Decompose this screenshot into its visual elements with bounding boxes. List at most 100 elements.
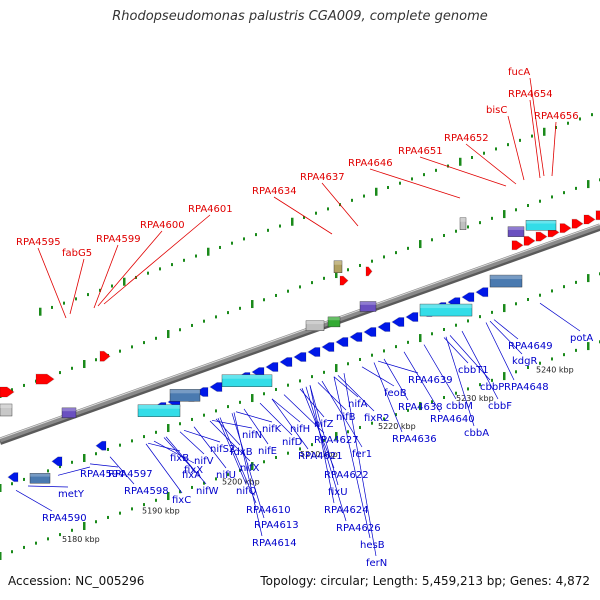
lower-leader	[445, 336, 475, 427]
cyan-block	[525, 220, 557, 231]
tick-mark	[0, 484, 2, 492]
upper-leader	[37, 247, 67, 319]
reverse-gene	[307, 347, 321, 358]
tick-mark	[167, 424, 170, 433]
tick-mark	[347, 430, 349, 434]
tick-mark	[99, 288, 101, 292]
scale-label: 5240 kbp	[536, 366, 574, 375]
tick-mark	[543, 127, 546, 136]
reverse-gene	[321, 342, 335, 353]
tick-mark	[155, 498, 157, 502]
tick-mark	[95, 358, 97, 362]
tick-mark	[467, 387, 469, 391]
tick-mark	[443, 327, 445, 331]
tick-mark	[219, 245, 221, 249]
tick-mark	[311, 281, 313, 285]
steel-block	[169, 389, 201, 402]
tick-mark	[23, 545, 25, 549]
tick-mark	[71, 528, 73, 532]
tick-mark	[323, 276, 325, 280]
tick-mark	[263, 460, 265, 464]
forward-gene	[559, 223, 572, 234]
cyan-block	[221, 374, 273, 387]
tick-mark	[515, 370, 517, 374]
upper-gene-label: fabG5	[62, 248, 92, 259]
lower-gene-label: RPA4624	[324, 505, 369, 516]
steel-block	[489, 274, 523, 288]
tick-mark	[179, 328, 181, 332]
lower-leader	[211, 419, 253, 429]
tick-mark	[567, 121, 569, 125]
tick-mark	[159, 267, 161, 271]
lower-gene-label: RPA4627	[314, 435, 359, 446]
tick-mark	[491, 378, 493, 382]
tick-mark	[563, 191, 565, 195]
forward-gene	[523, 235, 536, 246]
lower-gene-label: RPA4594	[80, 469, 125, 480]
lower-leader	[489, 320, 523, 355]
forward-gene	[35, 373, 55, 385]
tick-mark	[375, 187, 378, 196]
tick-mark	[327, 207, 329, 211]
tick-mark	[323, 438, 325, 442]
upper-gene-label: RPA4654	[508, 89, 553, 100]
upper-gene-label: RPA4646	[348, 158, 393, 169]
lower-gene-label: fixB	[170, 453, 189, 464]
tick-mark	[131, 507, 133, 511]
lower-leader	[539, 302, 581, 332]
tick-mark	[215, 409, 217, 413]
tick-mark	[179, 422, 181, 426]
lower-gene-label: RPA4613	[254, 520, 299, 531]
tick-mark	[251, 394, 254, 403]
reverse-gene	[461, 292, 475, 303]
grey-block	[305, 320, 325, 331]
tick-mark	[347, 362, 349, 366]
tick-mark	[495, 147, 497, 151]
steel-block-shine	[30, 473, 50, 477]
steel-block	[29, 473, 51, 484]
lower-gene-label: RPA4614	[252, 538, 297, 549]
upper-leader	[507, 115, 525, 181]
upper-gene-label: RPA4637	[300, 172, 345, 183]
upper-gene-label: RPA4652	[444, 133, 489, 144]
tick-mark	[75, 297, 77, 301]
reverse-gene	[209, 382, 223, 393]
tick-mark	[335, 270, 338, 279]
lower-leader	[309, 385, 335, 504]
lower-leader	[343, 373, 377, 557]
tick-mark	[59, 533, 61, 537]
tick-mark	[531, 134, 533, 138]
reverse-gene	[349, 332, 363, 343]
tick-mark	[195, 254, 197, 258]
purple-block-shine	[62, 407, 76, 412]
lower-leader	[383, 358, 409, 401]
tick-mark	[47, 469, 49, 473]
lower-gene-label: RPA4590	[42, 513, 87, 524]
upper-leader	[529, 99, 541, 179]
lower-gene-label: cbbT1	[458, 365, 489, 376]
tick-mark	[227, 405, 229, 409]
tick-mark	[435, 168, 437, 172]
lower-gene-label: RPA4639	[408, 375, 453, 386]
lower-leader	[493, 319, 519, 340]
tick-mark	[587, 180, 590, 189]
reverse-gene	[363, 327, 377, 338]
lower-gene-label: potA	[570, 333, 593, 344]
tick-mark	[191, 323, 193, 327]
tick-mark	[467, 225, 469, 229]
tick-mark	[287, 289, 289, 293]
tick-mark	[383, 349, 385, 353]
tick-mark	[431, 332, 433, 336]
upper-leader	[551, 121, 557, 177]
tick-mark	[491, 216, 493, 220]
lower-leader	[219, 417, 257, 504]
tick-mark	[239, 306, 241, 310]
lower-leader	[153, 440, 195, 464]
lower-gene-label: cbbF	[488, 401, 512, 412]
upper-leader	[97, 230, 163, 307]
lower-gene-label: metY	[58, 489, 85, 500]
tick-mark	[131, 345, 133, 349]
lower-gene-label: RPA4622	[324, 470, 369, 481]
lower-leader	[373, 362, 403, 433]
lower-gene-label: nifX	[240, 463, 260, 474]
